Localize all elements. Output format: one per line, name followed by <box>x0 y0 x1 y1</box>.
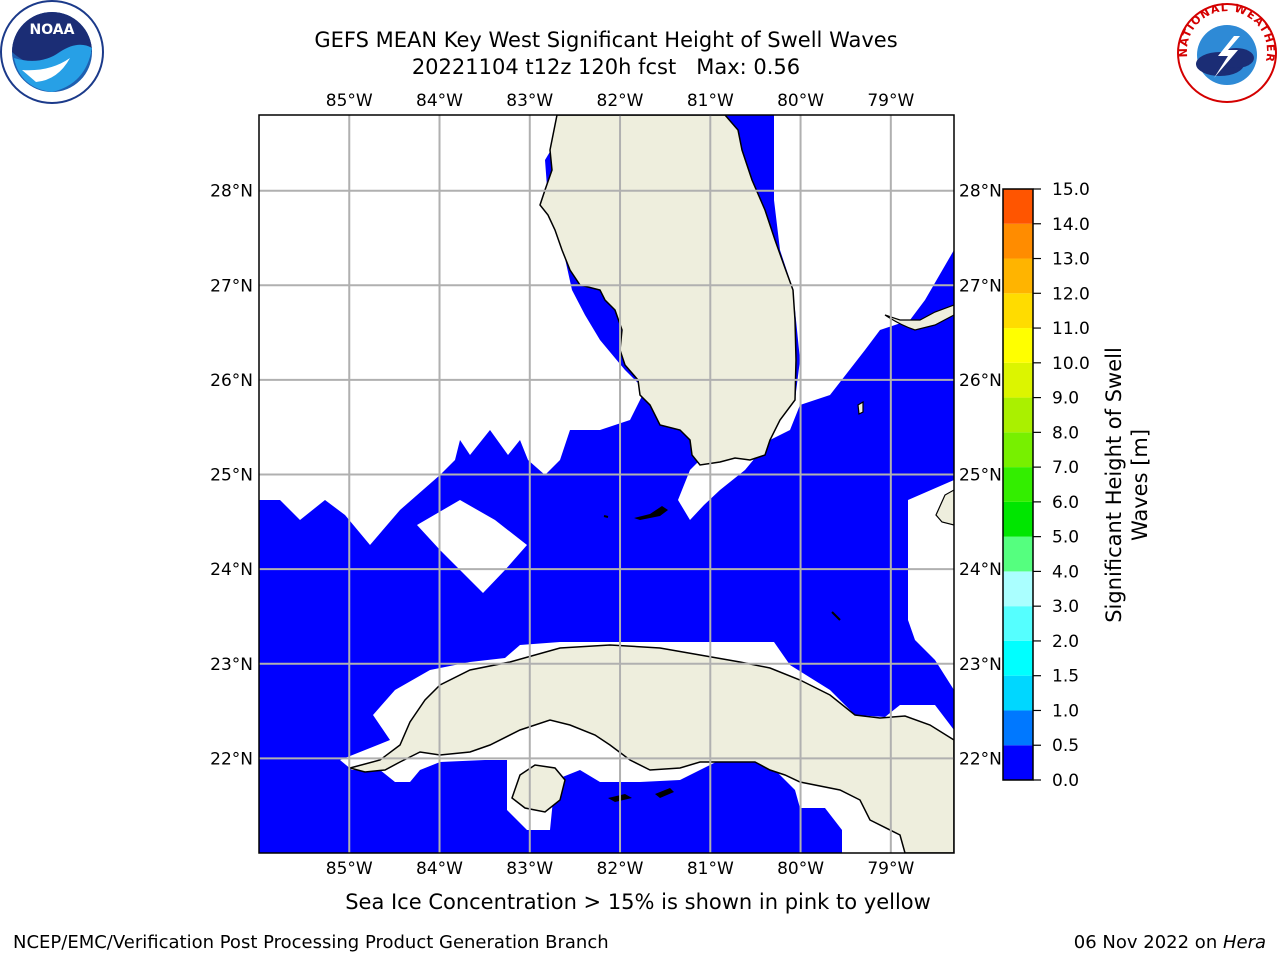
colorbar-swatch <box>1003 223 1033 259</box>
colorbar-swatch <box>1003 293 1033 329</box>
colorbar-tick-label: 5.0 <box>1052 528 1079 548</box>
lon-tick-label-top: 81°W <box>687 91 734 111</box>
isla-de-la-juventud <box>511 764 566 813</box>
lat-tick-label-right: 23°N <box>959 655 1002 675</box>
noaa-logo-text: NOAA <box>30 22 75 38</box>
colorbar-swatch <box>1003 606 1033 641</box>
cuba-land <box>347 644 954 853</box>
colorbar-swatch <box>1003 640 1033 676</box>
colorbar-swatch <box>1003 362 1033 398</box>
footer-host: Hera <box>1222 932 1266 953</box>
colorbar-swatch <box>1003 432 1033 468</box>
lat-tick-label-left: 24°N <box>210 560 253 580</box>
lat-tick-label-right: 26°N <box>959 371 1002 391</box>
footer-branch: NCEP/EMC/Verification Post Processing Pr… <box>13 932 609 953</box>
colorbar-label-line-1: Significant Height of Swell <box>1102 347 1126 623</box>
lon-tick-label-top: 82°W <box>597 91 644 111</box>
colorbar-swatch <box>1003 258 1033 294</box>
colorbar-swatch <box>1003 189 1033 224</box>
florida-land <box>539 115 797 466</box>
colorbar-tick-label: 10.0 <box>1052 354 1090 374</box>
graticule <box>259 115 954 853</box>
chart-title: GEFS MEAN Key West Significant Height of… <box>200 27 1012 81</box>
lat-tick-label-left: 23°N <box>210 655 253 675</box>
colorbar-tick-label: 6.0 <box>1052 493 1079 513</box>
colorbar-tick-label: 14.0 <box>1052 215 1090 235</box>
colorbar-tick-label: 12.0 <box>1052 284 1090 304</box>
lat-tick-label-left: 28°N <box>210 182 253 202</box>
colorbar-tick-label: 8.0 <box>1052 423 1079 443</box>
lat-tick-label-left: 22°N <box>210 749 253 769</box>
axis-tick-labels: 85°W 85°W 84°W 84°W 83°W 83°W 82°W 82°W 81°W 81°W… <box>210 91 1002 879</box>
colorbar-tick-label: 0.0 <box>1052 771 1079 791</box>
colorbar-swatch <box>1003 467 1033 502</box>
lon-tick-label-bottom: 84°W <box>416 859 463 879</box>
colorbar-tick-label: 9.0 <box>1052 389 1079 409</box>
colorbar-tick-label: 4.0 <box>1052 562 1079 582</box>
colorbar-swatch <box>1003 675 1033 711</box>
lon-tick-label-bottom: 81°W <box>687 859 734 879</box>
colorbar-tick-label: 11.0 <box>1052 319 1090 339</box>
lat-tick-label-right: 22°N <box>959 749 1002 769</box>
colorbar-swatch <box>1003 536 1033 572</box>
colorbar-tick-label: 15.0 <box>1052 180 1090 200</box>
footer-date: 06 Nov 2022 on Hera <box>1074 932 1266 953</box>
colorbar-swatch <box>1003 501 1033 537</box>
lon-tick-label-bottom: 79°W <box>867 859 914 879</box>
colorbar-swatch <box>1003 397 1033 433</box>
colorbar-tick-label: 3.0 <box>1052 597 1079 617</box>
colorbar-tick-label: 7.0 <box>1052 458 1079 478</box>
lat-tick-label-left: 27°N <box>210 276 253 296</box>
colorbar-tick-label: 13.0 <box>1052 250 1090 270</box>
lon-tick-label-bottom: 83°W <box>506 859 553 879</box>
lon-tick-label-top: 83°W <box>506 91 553 111</box>
colorbar-swatch <box>1003 328 1033 363</box>
colorbar-swatch <box>1003 571 1033 607</box>
title-line-2: 20221104 t12z 120h fcst Max: 0.56 <box>411 55 801 79</box>
colorbar-tick-label: 0.5 <box>1052 736 1079 756</box>
lon-tick-label-top: 85°W <box>326 91 373 111</box>
lat-tick-label-left: 26°N <box>210 371 253 391</box>
title-line-1: GEFS MEAN Key West Significant Height of… <box>314 28 898 52</box>
lat-tick-label-right: 25°N <box>959 466 1002 486</box>
lon-tick-label-bottom: 82°W <box>597 859 644 879</box>
lat-tick-label-left: 25°N <box>210 466 253 486</box>
lon-tick-label-top: 80°W <box>777 91 824 111</box>
colorbar-swatch <box>1003 745 1033 780</box>
lat-tick-label-right: 24°N <box>959 560 1002 580</box>
lon-tick-label-top: 79°W <box>867 91 914 111</box>
map-frame <box>258 114 955 854</box>
colorbar-swatch <box>1003 710 1033 746</box>
sea-ice-caption: Sea Ice Concentration > 15% is shown in … <box>345 890 931 914</box>
lon-tick-label-bottom: 85°W <box>326 859 373 879</box>
colorbar-tick-label: 2.0 <box>1052 632 1079 652</box>
noaa-logo-icon: NOAA <box>0 0 104 104</box>
lat-tick-label-right: 27°N <box>959 276 1002 296</box>
nws-logo-icon: NATIONAL WEATHER SERVICE <box>1174 0 1277 103</box>
lon-tick-label-bottom: 80°W <box>777 859 824 879</box>
colorbar-tick-label: 1.0 <box>1052 701 1079 721</box>
colorbar-tick-label: 1.5 <box>1052 667 1079 687</box>
lat-tick-label-right: 28°N <box>959 182 1002 202</box>
lon-tick-label-top: 84°W <box>416 91 463 111</box>
footer-date-text: 06 Nov 2022 on <box>1073 932 1223 953</box>
colorbar-label-line-2: Waves [m] <box>1128 429 1152 541</box>
